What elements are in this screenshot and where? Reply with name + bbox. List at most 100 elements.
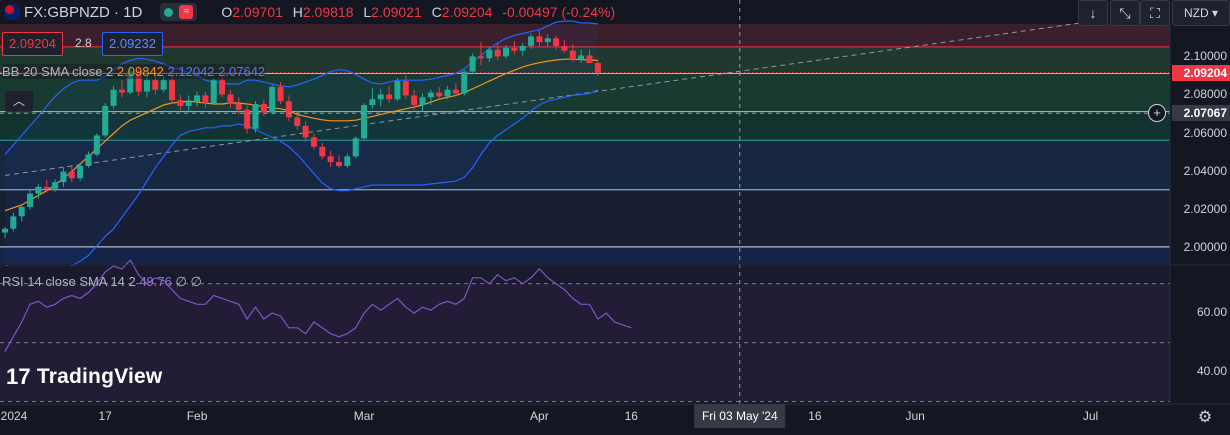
trendline	[4, 9, 1175, 176]
current-price-tag: 2.09204	[1172, 64, 1230, 81]
candle	[519, 43, 526, 56]
crosshair-date-tag: Fri 03 May '24	[693, 404, 786, 428]
rsi-legend[interactable]: RSI 14 close SMA 14 2 49.76 ∅ ∅	[2, 274, 202, 290]
candle	[402, 75, 409, 100]
close-label: C	[431, 4, 442, 20]
candle-body	[369, 99, 376, 105]
candle	[27, 189, 34, 210]
candle-body	[586, 55, 593, 64]
chevron-up-icon: ︿	[12, 94, 25, 108]
candle-body	[336, 162, 342, 166]
candle-body	[553, 38, 560, 46]
candle	[177, 94, 184, 110]
candle	[536, 30, 543, 46]
candle-body	[519, 45, 526, 51]
collapse-legend-button[interactable]: ︿	[4, 90, 34, 112]
candle	[277, 82, 284, 104]
price-axis-label: 2.10000	[1183, 49, 1227, 64]
rsi-value: 49.76	[139, 274, 172, 289]
crosshair-price-tag: 2.07067	[1172, 105, 1230, 122]
sell-price-button[interactable]: 2.09204	[2, 32, 63, 56]
candle-body	[152, 80, 159, 90]
tradingview-logo[interactable]: 17 TradingView	[6, 364, 162, 390]
candle-body	[219, 80, 226, 95]
candle	[160, 76, 167, 93]
candle-body	[285, 101, 292, 118]
rsi-value-2: ∅	[175, 274, 187, 289]
collapse-button[interactable]: ⤡	[1110, 0, 1140, 26]
fullscreen-icon: ⛶	[1150, 5, 1160, 21]
candle-body	[52, 182, 59, 189]
candle	[394, 78, 401, 102]
time-axis-label: Jun	[905, 409, 925, 423]
time-axis-bg	[0, 404, 1230, 435]
candle-body	[60, 171, 67, 183]
time-axis-label: Jul	[1082, 409, 1099, 423]
candle-body	[419, 97, 426, 105]
bb-basis-value: 2.09842	[116, 64, 164, 79]
candle-body	[402, 81, 409, 96]
currency-label: NZD	[1183, 6, 1209, 20]
candle-body	[436, 92, 443, 97]
bb-basis-line	[4, 58, 598, 212]
candle-body	[177, 100, 184, 106]
candle-body	[43, 186, 50, 189]
currency-selector[interactable]: NZD ▾	[1172, 0, 1230, 26]
candle-body	[260, 104, 267, 113]
chart-settings-button[interactable]: ⚙	[1193, 407, 1217, 429]
horizontal-levels	[0, 46, 1170, 248]
price-zone	[0, 246, 1170, 264]
gear-icon: ⚙	[1197, 409, 1213, 426]
candle-body	[169, 80, 175, 101]
time-axis-label: 16	[624, 409, 638, 423]
candle-body	[494, 49, 501, 57]
open-value: 2.09701	[232, 4, 283, 20]
candle-body	[185, 102, 192, 106]
candle-body	[35, 186, 42, 194]
buy-price-button[interactable]: 2.09232	[102, 32, 163, 56]
chart-header: FX:GBPNZD · 1D ≈ O2.09701 H2.09818 L2.09…	[0, 0, 615, 24]
candle	[210, 78, 217, 105]
chevron-down-icon: ▾	[1211, 6, 1219, 20]
candle	[260, 99, 267, 117]
candle	[35, 184, 42, 200]
candle	[43, 180, 50, 193]
tradingview-mark-icon: 17	[6, 364, 31, 389]
candle-body	[143, 80, 150, 92]
axes-frame	[0, 24, 1230, 435]
candle	[369, 87, 376, 109]
candle-body	[194, 95, 201, 103]
symbol-label[interactable]: FX:GBPNZD · 1D	[24, 3, 143, 21]
candle-body	[18, 206, 25, 217]
candle-body	[77, 165, 84, 179]
candle-body	[2, 228, 8, 233]
price-zone	[0, 73, 1170, 112]
candle-body	[235, 104, 242, 110]
bb-legend[interactable]: BB 20 SMA close 2 2.09842 2.12042 2.0764…	[2, 64, 266, 79]
candle	[2, 226, 8, 239]
candle-body	[544, 38, 551, 43]
currency-flag-icon	[4, 4, 20, 20]
candle-body	[452, 89, 459, 94]
candle	[336, 155, 342, 168]
candle-body	[10, 216, 17, 229]
candles	[2, 30, 601, 239]
candle-body	[277, 86, 284, 102]
candle	[169, 74, 175, 104]
price-zones	[0, 24, 1170, 264]
add-alert-button[interactable]: +	[1148, 104, 1166, 123]
candle-body	[202, 95, 209, 104]
candle	[77, 163, 84, 182]
fullscreen-button[interactable]: ⛶	[1140, 0, 1170, 26]
candle	[18, 204, 25, 222]
candle-body	[469, 56, 476, 72]
time-axis-label: Apr	[530, 409, 549, 423]
market-status-pill[interactable]: ≈	[160, 3, 198, 21]
candle-body	[135, 71, 142, 92]
candle	[327, 150, 334, 167]
scroll-down-button[interactable]: ↓	[1078, 0, 1108, 26]
price-zone	[0, 111, 1170, 141]
low-label: L	[363, 4, 372, 20]
time-axis-label: 17	[98, 409, 112, 423]
